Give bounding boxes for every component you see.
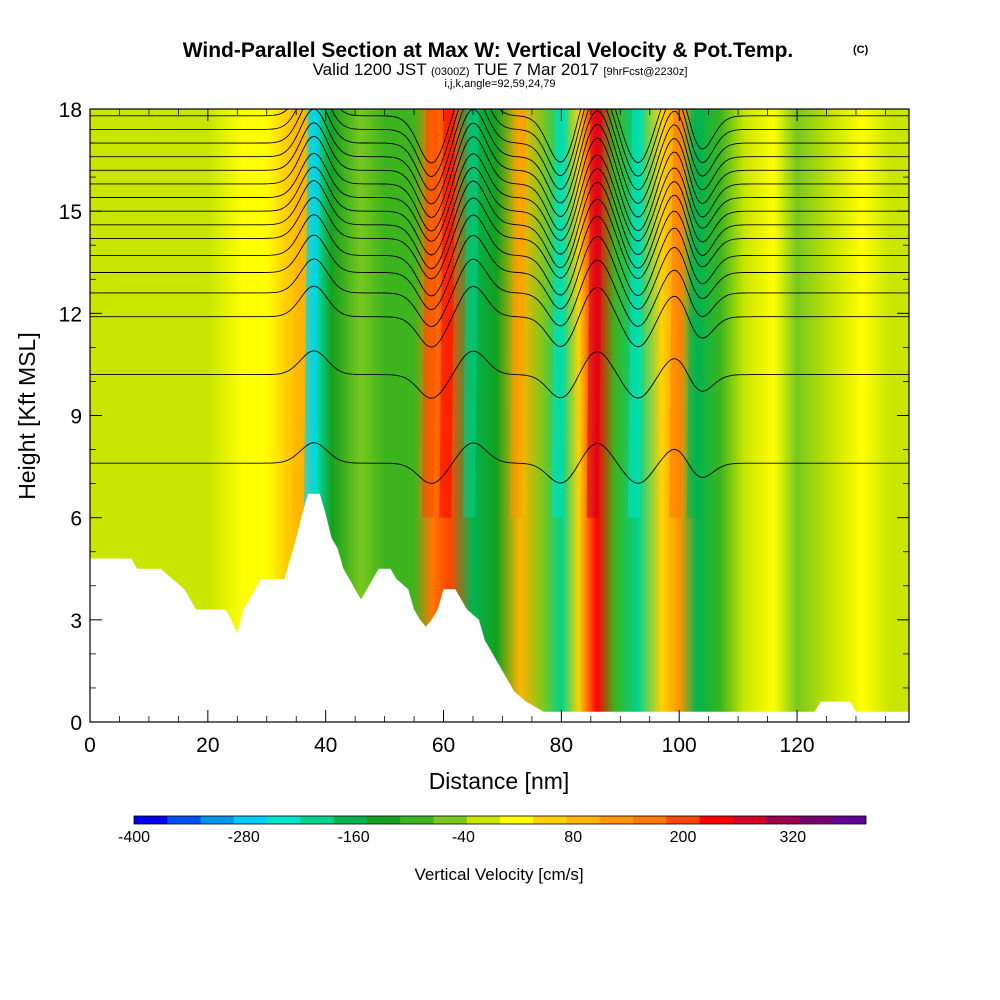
isentrope-line (90, 258, 909, 328)
isentrope-line (90, 285, 909, 348)
colorbar-tick-label: 80 (564, 829, 582, 846)
x-axis-title: Distance [nm] (429, 768, 570, 794)
y-tick-label: 3 (70, 610, 82, 633)
y-axis-title: Height [Kft MSL] (14, 332, 40, 499)
isentrope-line (90, 109, 909, 178)
velocity-core (686, 109, 703, 518)
x-tick-label: 20 (196, 734, 219, 757)
colorbar-swatch (167, 816, 201, 824)
y-tick-label: 15 (59, 201, 82, 224)
y-tick-label: 18 (59, 99, 82, 122)
vertical-velocity-bands (292, 109, 703, 518)
isentrope-line (90, 442, 909, 484)
plot-area: 0 20 40 60 80 100 120 0 3 6 9 12 15 18 (59, 99, 910, 757)
isentrope-line (90, 152, 909, 242)
chart-title: Wind-Parallel Section at Max W: Vertical… (183, 39, 794, 62)
isentrope-line (90, 350, 909, 399)
isentrope-line (90, 109, 909, 205)
colorbar-swatch (633, 816, 667, 824)
colorbar-frame (133, 815, 867, 825)
colorbar-swatch (433, 816, 468, 824)
x-tick-label: 100 (662, 734, 697, 757)
colorbar-swatch (400, 816, 434, 824)
colorbar-tick-label: 320 (779, 829, 806, 846)
isentrope-line (90, 180, 909, 270)
colorbar-swatch (666, 816, 700, 824)
terrain-mask (90, 493, 909, 722)
colorbar-swatch (766, 816, 800, 824)
y-tick-label: 6 (70, 508, 82, 531)
x-tick-label: 60 (432, 734, 455, 757)
colorbar-swatch (599, 816, 634, 824)
isentrope-line (90, 214, 909, 297)
isentrope-line (90, 109, 909, 191)
isentrope-line (90, 166, 909, 256)
velocity-core (421, 109, 438, 518)
colorbar-tick-label: -160 (338, 829, 370, 846)
axes: 0 20 40 60 80 100 120 0 3 6 9 12 15 18 (59, 99, 909, 757)
chart-subtitle-valid: Valid 1200 JST (0300Z) TUE 7 Mar 2017 [9… (313, 60, 688, 79)
isentrope-line (90, 135, 909, 232)
velocity-core (303, 109, 320, 518)
colorbar-swatch (134, 816, 168, 824)
colorbar-swatch (333, 816, 368, 824)
colorbar-tick-label: -40 (452, 829, 475, 846)
isentrope-line (90, 197, 909, 280)
colorbar-tick-label: -400 (118, 829, 150, 846)
chart-title-units-tag: (C) (853, 44, 869, 56)
x-tick-label: 0 (84, 734, 96, 757)
colorbar-swatch (566, 816, 601, 824)
colorbar-swatch (699, 816, 734, 824)
isentrope-line (90, 234, 909, 311)
isentrope-line (90, 122, 909, 219)
x-tick-label: 120 (780, 734, 815, 757)
velocity-core (551, 109, 568, 518)
y-tick-label: 12 (59, 303, 82, 326)
colorbar-tick-label: -280 (228, 829, 260, 846)
colorbar-swatch (366, 816, 401, 824)
y-tick-label: 0 (70, 712, 82, 735)
velocity-core (586, 109, 603, 518)
potential-temperature-contours (90, 109, 909, 484)
colorbar-swatch (732, 816, 767, 824)
colorbar-swatch (300, 816, 334, 824)
x-tick-label: 40 (314, 734, 337, 757)
velocity-core (462, 109, 479, 518)
colorbar-swatch (466, 816, 501, 824)
x-tick-label: 80 (550, 734, 573, 757)
colorbar-tick-label: 200 (670, 829, 697, 846)
colorbar-swatch (832, 816, 867, 824)
y-tick-label: 9 (70, 406, 82, 429)
colorbar-swatch (200, 816, 235, 824)
colorbar-swatch (500, 816, 534, 824)
colorbar-swatch (233, 816, 268, 824)
velocity-core (292, 109, 309, 518)
colorbar-title: Vertical Velocity [cm/s] (414, 865, 583, 884)
colorbar-swatch (267, 816, 301, 824)
colorbar-swatch (533, 816, 567, 824)
colorbar-swatch (799, 816, 834, 824)
colorbar: -400 -280 -160 -40 80 200 320 (118, 815, 867, 846)
chart-subtitle-indices: i,j,k,angle=92,59,24,79 (444, 78, 555, 90)
